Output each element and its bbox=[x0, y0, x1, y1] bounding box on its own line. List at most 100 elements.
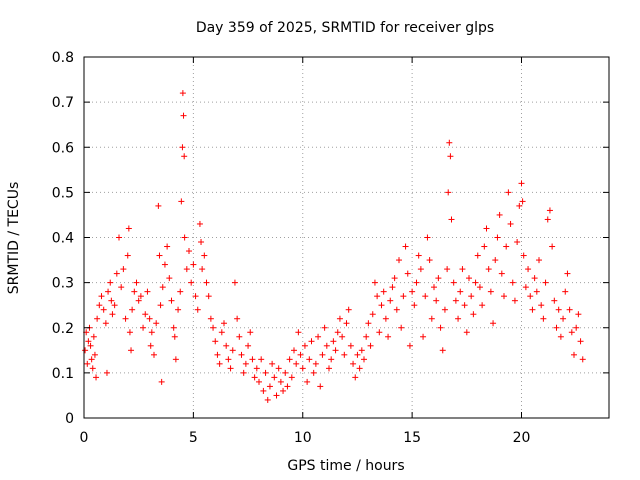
data-point bbox=[380, 288, 387, 295]
data-point bbox=[175, 306, 182, 313]
data-point bbox=[315, 333, 322, 340]
y-tick-label: 0.2 bbox=[52, 321, 74, 337]
data-point bbox=[577, 338, 584, 345]
data-point bbox=[306, 356, 313, 363]
data-point bbox=[116, 234, 122, 241]
data-point bbox=[179, 90, 186, 97]
data-point bbox=[221, 320, 227, 327]
data-point bbox=[194, 306, 201, 313]
data-point bbox=[218, 329, 225, 336]
data-point bbox=[238, 351, 245, 358]
data-point bbox=[568, 329, 575, 336]
data-point bbox=[334, 329, 341, 336]
data-point bbox=[481, 243, 488, 250]
data-point bbox=[148, 329, 155, 336]
axis-ticks: 0 0.1 0.2 0.3 0.4 0.5 0.6 0.7 0.8 0 5 10 15 20 bbox=[52, 50, 609, 446]
data-point bbox=[295, 329, 302, 336]
data-point bbox=[505, 189, 512, 196]
x-tick-label: 5 bbox=[189, 430, 198, 446]
data-point bbox=[251, 374, 258, 381]
data-point bbox=[519, 198, 526, 205]
data-point bbox=[555, 306, 562, 313]
data-point bbox=[111, 302, 118, 309]
data-point bbox=[227, 365, 234, 372]
data-point bbox=[179, 144, 186, 151]
data-point bbox=[180, 112, 187, 119]
data-point bbox=[186, 248, 192, 255]
data-point bbox=[317, 383, 324, 390]
data-point bbox=[146, 315, 153, 322]
data-point bbox=[109, 311, 116, 318]
data-point bbox=[260, 387, 267, 394]
data-point bbox=[389, 284, 396, 291]
data-point bbox=[361, 356, 367, 363]
data-point bbox=[188, 279, 195, 286]
data-point bbox=[249, 356, 256, 363]
data-point bbox=[198, 239, 205, 246]
data-point bbox=[382, 315, 389, 322]
data-point bbox=[437, 324, 444, 331]
data-point bbox=[341, 351, 348, 358]
data-point bbox=[455, 315, 462, 322]
y-tick-label: 0.7 bbox=[52, 95, 74, 111]
data-point bbox=[546, 207, 553, 214]
data-point bbox=[177, 288, 184, 295]
data-point bbox=[271, 374, 278, 381]
data-point bbox=[533, 288, 540, 295]
data-point bbox=[258, 356, 265, 363]
plot-frame bbox=[83, 56, 610, 419]
data-point bbox=[122, 315, 129, 322]
grid-lines bbox=[84, 57, 609, 418]
data-point bbox=[396, 257, 402, 264]
data-point bbox=[310, 369, 317, 376]
data-point bbox=[304, 378, 311, 385]
data-point bbox=[266, 383, 273, 390]
data-point bbox=[231, 279, 238, 286]
data-point bbox=[444, 266, 451, 273]
data-point bbox=[553, 324, 560, 331]
data-point bbox=[90, 333, 97, 340]
data-point bbox=[297, 351, 304, 358]
data-point bbox=[562, 288, 569, 295]
data-point bbox=[253, 365, 260, 372]
data-point bbox=[203, 279, 210, 286]
data-point bbox=[236, 333, 243, 340]
data-point bbox=[417, 266, 424, 273]
data-point bbox=[291, 347, 297, 354]
data-point bbox=[522, 284, 529, 291]
data-point bbox=[490, 320, 497, 327]
data-point bbox=[426, 257, 433, 264]
data-point bbox=[105, 288, 112, 295]
data-point bbox=[293, 360, 300, 367]
y-tick-label: 0 bbox=[65, 411, 74, 427]
data-point bbox=[450, 279, 457, 286]
data-point bbox=[245, 342, 252, 349]
data-point bbox=[140, 324, 147, 331]
data-point bbox=[323, 342, 330, 349]
data-point bbox=[280, 387, 287, 394]
data-point bbox=[479, 302, 486, 309]
data-point bbox=[363, 333, 370, 340]
data-point bbox=[113, 270, 120, 277]
data-point bbox=[153, 320, 160, 327]
data-point bbox=[527, 293, 534, 300]
data-point bbox=[98, 293, 105, 300]
data-point bbox=[536, 257, 542, 264]
data-point bbox=[433, 297, 440, 304]
data-point bbox=[472, 279, 479, 286]
data-point bbox=[378, 302, 385, 309]
y-tick-label: 0.1 bbox=[52, 366, 74, 382]
data-point bbox=[542, 279, 549, 286]
data-point bbox=[476, 284, 483, 291]
data-point bbox=[151, 351, 157, 358]
data-point bbox=[120, 266, 127, 273]
data-point bbox=[135, 297, 142, 304]
y-tick-label: 0.8 bbox=[52, 50, 74, 66]
data-point bbox=[321, 324, 328, 331]
data-point bbox=[441, 306, 448, 313]
data-point bbox=[210, 324, 217, 331]
data-point bbox=[393, 306, 400, 313]
data-point bbox=[84, 360, 91, 367]
data-point bbox=[420, 333, 427, 340]
data-point bbox=[332, 347, 339, 354]
